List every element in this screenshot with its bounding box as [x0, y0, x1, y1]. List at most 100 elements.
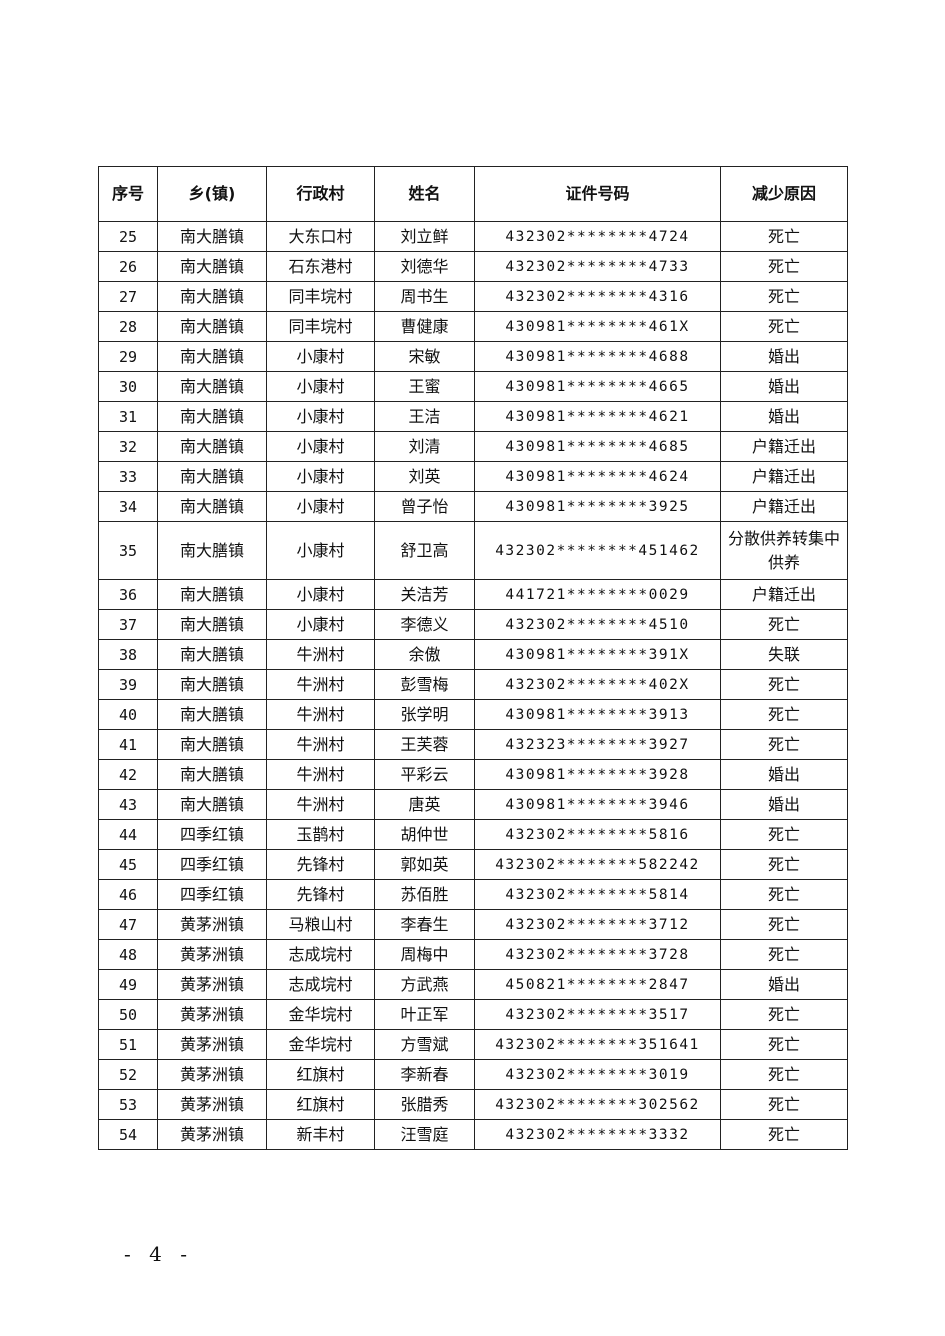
table-row: 40 南大膳镇 牛洲村 张学明 430981********3913 死亡 [98, 699, 848, 730]
cell-village: 牛洲村 [266, 669, 375, 700]
cell-serial: 38 [98, 639, 158, 670]
cell-township: 黄茅洲镇 [157, 1029, 267, 1060]
cell-reason: 婚出 [720, 969, 848, 1000]
cell-village: 牛洲村 [266, 699, 375, 730]
cell-name: 张学明 [374, 699, 475, 730]
cell-id-number: 432302********4733 [474, 251, 721, 282]
cell-id-number: 432323********3927 [474, 729, 721, 760]
table-row: 46 四季红镇 先锋村 苏佰胜 432302********5814 死亡 [98, 879, 848, 910]
cell-village: 小康村 [266, 521, 375, 580]
cell-township: 南大膳镇 [157, 699, 267, 730]
cell-township: 黄茅洲镇 [157, 1089, 267, 1120]
cell-name: 汪雪庭 [374, 1119, 475, 1150]
cell-name: 苏佰胜 [374, 879, 475, 910]
cell-reason: 死亡 [720, 909, 848, 940]
cell-township: 南大膳镇 [157, 789, 267, 820]
cell-name: 刘清 [374, 431, 475, 462]
table-row: 44 四季红镇 玉鹊村 胡仲世 432302********5816 死亡 [98, 819, 848, 850]
cell-id-number: 430981********391X [474, 639, 721, 670]
cell-name: 李春生 [374, 909, 475, 940]
cell-reason: 死亡 [720, 849, 848, 880]
cell-village: 先锋村 [266, 849, 375, 880]
cell-serial: 34 [98, 491, 158, 522]
cell-village: 牛洲村 [266, 729, 375, 760]
cell-name: 曾子怡 [374, 491, 475, 522]
cell-serial: 42 [98, 759, 158, 790]
cell-township: 南大膳镇 [157, 251, 267, 282]
cell-village: 小康村 [266, 341, 375, 372]
cell-id-number: 430981********3925 [474, 491, 721, 522]
cell-village: 志成垸村 [266, 969, 375, 1000]
cell-reason: 死亡 [720, 669, 848, 700]
cell-serial: 28 [98, 311, 158, 342]
table-row: 39 南大膳镇 牛洲村 彭雪梅 432302********402X 死亡 [98, 669, 848, 700]
cell-township: 南大膳镇 [157, 401, 267, 432]
cell-id-number: 430981********4685 [474, 431, 721, 462]
cell-id-number: 432302********582242 [474, 849, 721, 880]
cell-reason: 死亡 [720, 729, 848, 760]
cell-id-number: 432302********3712 [474, 909, 721, 940]
cell-id-number: 432302********3332 [474, 1119, 721, 1150]
cell-reason: 死亡 [720, 1119, 848, 1150]
cell-serial: 45 [98, 849, 158, 880]
cell-township: 四季红镇 [157, 879, 267, 910]
cell-reason: 户籍迁出 [720, 431, 848, 462]
header-village: 行政村 [266, 166, 375, 222]
cell-township: 黄茅洲镇 [157, 909, 267, 940]
cell-village: 石东港村 [266, 251, 375, 282]
cell-village: 小康村 [266, 461, 375, 492]
cell-village: 马粮山村 [266, 909, 375, 940]
cell-name: 彭雪梅 [374, 669, 475, 700]
cell-id-number: 430981********461X [474, 311, 721, 342]
table-row: 45 四季红镇 先锋村 郭如英 432302********582242 死亡 [98, 849, 848, 880]
table-row: 28 南大膳镇 同丰垸村 曹健康 430981********461X 死亡 [98, 311, 848, 342]
cell-village: 玉鹊村 [266, 819, 375, 850]
cell-township: 南大膳镇 [157, 461, 267, 492]
cell-village: 小康村 [266, 431, 375, 462]
table-row: 36 南大膳镇 小康村 关洁芳 441721********0029 户籍迁出 [98, 579, 848, 610]
cell-id-number: 450821********2847 [474, 969, 721, 1000]
table-row: 25 南大膳镇 大东口村 刘立鲜 432302********4724 死亡 [98, 221, 848, 252]
cell-serial: 43 [98, 789, 158, 820]
table-row: 26 南大膳镇 石东港村 刘德华 432302********4733 死亡 [98, 251, 848, 282]
cell-id-number: 430981********4621 [474, 401, 721, 432]
cell-township: 南大膳镇 [157, 431, 267, 462]
table-row: 35 南大膳镇 小康村 舒卫高 432302********451462 分散供养转集中供… [98, 521, 848, 580]
cell-serial: 41 [98, 729, 158, 760]
cell-id-number: 432302********351641 [474, 1029, 721, 1060]
cell-township: 南大膳镇 [157, 491, 267, 522]
cell-name: 周书生 [374, 281, 475, 312]
table-row: 43 南大膳镇 牛洲村 唐英 430981********3946 婚出 [98, 789, 848, 820]
cell-reason: 婚出 [720, 341, 848, 372]
cell-reason: 死亡 [720, 281, 848, 312]
cell-id-number: 430981********4665 [474, 371, 721, 402]
cell-serial: 54 [98, 1119, 158, 1150]
cell-township: 黄茅洲镇 [157, 969, 267, 1000]
cell-reason: 死亡 [720, 879, 848, 910]
cell-name: 刘立鲜 [374, 221, 475, 252]
cell-reason: 婚出 [720, 401, 848, 432]
cell-id-number: 430981********3928 [474, 759, 721, 790]
cell-township: 黄茅洲镇 [157, 939, 267, 970]
cell-village: 小康村 [266, 609, 375, 640]
cell-township: 南大膳镇 [157, 729, 267, 760]
cell-reason: 死亡 [720, 1059, 848, 1090]
cell-township: 南大膳镇 [157, 609, 267, 640]
cell-township: 南大膳镇 [157, 311, 267, 342]
cell-reason: 死亡 [720, 609, 848, 640]
cell-id-number: 430981********4688 [474, 341, 721, 372]
cell-reason: 婚出 [720, 789, 848, 820]
table-row: 48 黄茅洲镇 志成垸村 周梅中 432302********3728 死亡 [98, 939, 848, 970]
cell-reason: 户籍迁出 [720, 491, 848, 522]
cell-id-number: 432302********4724 [474, 221, 721, 252]
cell-name: 郭如英 [374, 849, 475, 880]
cell-name: 周梅中 [374, 939, 475, 970]
cell-serial: 32 [98, 431, 158, 462]
cell-serial: 44 [98, 819, 158, 850]
cell-reason: 死亡 [720, 311, 848, 342]
table-row: 50 黄茅洲镇 金华垸村 叶正军 432302********3517 死亡 [98, 999, 848, 1030]
table-row: 33 南大膳镇 小康村 刘英 430981********4624 户籍迁出 [98, 461, 848, 492]
cell-reason: 死亡 [720, 1089, 848, 1120]
cell-township: 黄茅洲镇 [157, 1059, 267, 1090]
cell-township: 南大膳镇 [157, 579, 267, 610]
